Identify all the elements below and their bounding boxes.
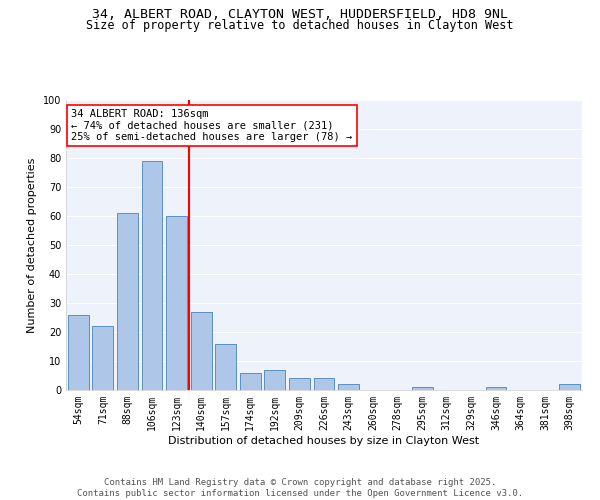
Bar	[265, 370, 286, 390]
Bar	[215, 344, 236, 390]
Bar	[338, 384, 359, 390]
Bar	[559, 384, 580, 390]
Bar	[117, 213, 138, 390]
Text: 34, ALBERT ROAD, CLAYTON WEST, HUDDERSFIELD, HD8 9NL: 34, ALBERT ROAD, CLAYTON WEST, HUDDERSFI…	[92, 8, 508, 20]
Bar	[314, 378, 334, 390]
Text: Size of property relative to detached houses in Clayton West: Size of property relative to detached ho…	[86, 18, 514, 32]
Bar	[240, 372, 261, 390]
Bar	[68, 314, 89, 390]
Bar	[142, 161, 163, 390]
Bar	[191, 312, 212, 390]
Text: Contains HM Land Registry data © Crown copyright and database right 2025.
Contai: Contains HM Land Registry data © Crown c…	[77, 478, 523, 498]
X-axis label: Distribution of detached houses by size in Clayton West: Distribution of detached houses by size …	[169, 436, 479, 446]
Bar	[485, 387, 506, 390]
Bar	[412, 387, 433, 390]
Bar	[166, 216, 187, 390]
Y-axis label: Number of detached properties: Number of detached properties	[27, 158, 37, 332]
Bar	[289, 378, 310, 390]
Bar	[92, 326, 113, 390]
Text: 34 ALBERT ROAD: 136sqm
← 74% of detached houses are smaller (231)
25% of semi-de: 34 ALBERT ROAD: 136sqm ← 74% of detached…	[71, 108, 352, 142]
